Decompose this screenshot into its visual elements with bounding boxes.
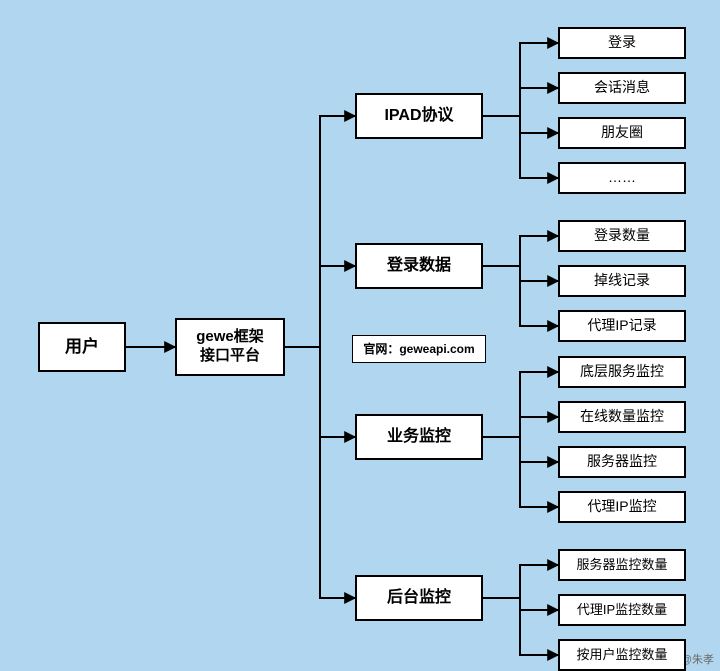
node-biz3: 服务器监控 <box>558 446 686 478</box>
node-biz: 业务监控 <box>355 414 483 460</box>
edge-login-login1 <box>483 236 558 266</box>
edge-gewe-biz <box>285 347 355 437</box>
node-gewe: gewe框架 接口平台 <box>175 318 285 376</box>
node-biz2: 在线数量监控 <box>558 401 686 433</box>
node-back2: 代理IP监控数量 <box>558 594 686 626</box>
node-ipad2: 会话消息 <box>558 72 686 104</box>
node-back1: 服务器监控数量 <box>558 549 686 581</box>
node-ipad4: …… <box>558 162 686 194</box>
edge-ipad-ipad1 <box>483 43 558 116</box>
edge-ipad-ipad4 <box>483 116 558 178</box>
node-ipad: IPAD协议 <box>355 93 483 139</box>
node-ipad3: 朋友圈 <box>558 117 686 149</box>
edge-biz-biz4 <box>483 437 558 507</box>
diagram-canvas: 知乎 @朱孝 用户gewe框架 接口平台IPAD协议登录数据业务监控后台监控官网… <box>0 0 720 671</box>
edge-ipad-ipad2 <box>483 88 558 116</box>
node-back3: 按用户监控数量 <box>558 639 686 671</box>
node-login1: 登录数量 <box>558 220 686 252</box>
edge-gewe-backend <box>285 347 355 598</box>
node-ipad1: 登录 <box>558 27 686 59</box>
edge-backend-back2 <box>483 598 558 610</box>
node-site: 官网：geweapi.com <box>352 335 486 363</box>
node-biz4: 代理IP监控 <box>558 491 686 523</box>
node-backend: 后台监控 <box>355 575 483 621</box>
edge-biz-biz3 <box>483 437 558 462</box>
node-login: 登录数据 <box>355 243 483 289</box>
edge-backend-back3 <box>483 598 558 655</box>
node-user: 用户 <box>38 322 126 372</box>
node-biz1: 底层服务监控 <box>558 356 686 388</box>
node-login3: 代理IP记录 <box>558 310 686 342</box>
edge-biz-biz2 <box>483 417 558 437</box>
edge-login-login3 <box>483 266 558 326</box>
edge-gewe-login <box>285 266 355 347</box>
edge-gewe-ipad <box>285 116 355 347</box>
edge-ipad-ipad3 <box>483 116 558 133</box>
edge-biz-biz1 <box>483 372 558 437</box>
edge-login-login2 <box>483 266 558 281</box>
edge-backend-back1 <box>483 565 558 598</box>
node-login2: 掉线记录 <box>558 265 686 297</box>
